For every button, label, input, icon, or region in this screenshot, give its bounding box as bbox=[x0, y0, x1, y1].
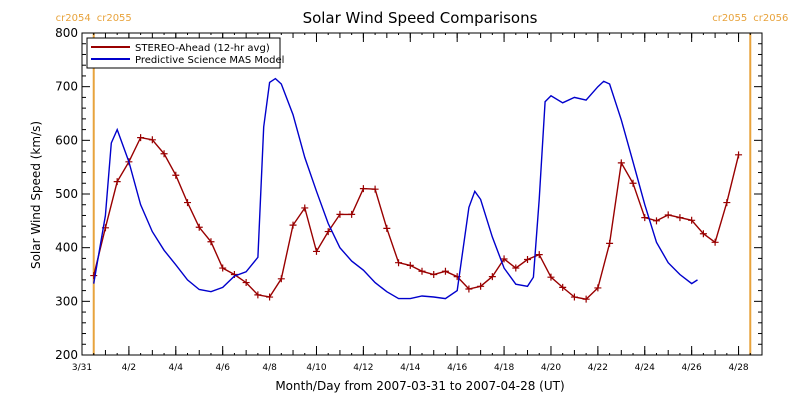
series-point-0 bbox=[359, 185, 367, 193]
series-point-0 bbox=[312, 247, 320, 255]
x-tick-label: 4/6 bbox=[215, 363, 230, 373]
chart-title: Solar Wind Speed Comparisons bbox=[303, 9, 538, 27]
x-tick-label: 4/10 bbox=[306, 363, 326, 373]
series-point-0 bbox=[277, 275, 285, 283]
series-point-0 bbox=[266, 293, 274, 301]
legend: STEREO-Ahead (12-hr avg)Predictive Scien… bbox=[86, 37, 284, 69]
series-line-0 bbox=[93, 136, 740, 300]
rotation-label-left: cr2054 bbox=[56, 13, 91, 24]
rotation-label-left: cr2055 bbox=[712, 13, 747, 24]
x-tick-label: 4/24 bbox=[635, 363, 655, 373]
y-axis: 200 300 400 500 600 700 800 bbox=[55, 26, 762, 362]
series-point-0 bbox=[160, 150, 168, 158]
x-tick-label: 4/8 bbox=[262, 363, 277, 373]
series-point-0 bbox=[629, 179, 637, 187]
series-point-0 bbox=[289, 221, 297, 229]
y-tick-label: 400 bbox=[55, 241, 78, 255]
series-point-0 bbox=[594, 284, 602, 292]
series-point-0 bbox=[219, 264, 227, 272]
y-tick-label: 300 bbox=[55, 294, 78, 308]
y-tick-label: 800 bbox=[55, 26, 78, 40]
x-tick-label: 4/22 bbox=[588, 363, 608, 373]
x-tick-label: 4/2 bbox=[122, 363, 136, 373]
series-point-0 bbox=[711, 238, 719, 246]
x-tick-label: 4/14 bbox=[400, 363, 420, 373]
x-axis-label: Month/Day from 2007-03-31 to 2007-04-28 … bbox=[275, 379, 564, 393]
series-point-0 bbox=[524, 255, 532, 263]
legend-label-1: Predictive Science MAS Model bbox=[135, 55, 284, 66]
series-point-0 bbox=[570, 293, 578, 301]
y-axis-label: Solar Wind Speed (km/s) bbox=[29, 121, 43, 269]
legend-label-0: STEREO-Ahead (12-hr avg) bbox=[135, 43, 270, 54]
series-point-0 bbox=[148, 136, 156, 144]
series-point-0 bbox=[559, 283, 567, 291]
series-point-0 bbox=[301, 204, 309, 212]
series-point-0 bbox=[195, 223, 203, 231]
y-tick-label: 500 bbox=[55, 187, 78, 201]
series-point-0 bbox=[418, 267, 426, 275]
series-point-0 bbox=[348, 210, 356, 218]
y-tick-label: 700 bbox=[55, 80, 78, 94]
series-point-0 bbox=[735, 151, 743, 159]
series-point-0 bbox=[137, 134, 145, 142]
series-point-0 bbox=[430, 271, 438, 278]
series-point-0 bbox=[90, 272, 98, 280]
series-point-0 bbox=[406, 261, 414, 269]
series-point-0 bbox=[535, 251, 543, 259]
series-line-1 bbox=[93, 77, 698, 300]
series-point-0 bbox=[512, 264, 520, 272]
series-point-0 bbox=[641, 214, 649, 222]
series-point-0 bbox=[500, 255, 508, 263]
series-point-0 bbox=[113, 178, 121, 186]
series-point-0 bbox=[582, 295, 590, 303]
x-tick-label: 4/28 bbox=[728, 363, 748, 373]
series-point-0 bbox=[383, 224, 391, 232]
series-point-0 bbox=[477, 282, 485, 290]
series-point-0 bbox=[547, 273, 555, 281]
rotation-label-right: cr2055 bbox=[97, 13, 132, 24]
series-point-0 bbox=[488, 273, 496, 281]
y-tick-label: 200 bbox=[55, 348, 78, 362]
x-tick-label: 4/16 bbox=[447, 363, 467, 373]
series-point-0 bbox=[172, 171, 180, 179]
series-point-0 bbox=[242, 279, 250, 287]
series-point-0 bbox=[606, 239, 614, 247]
x-tick-label: 4/12 bbox=[353, 363, 373, 373]
series-layer bbox=[90, 77, 743, 303]
rotation-label-right: cr2056 bbox=[753, 13, 788, 24]
series-point-0 bbox=[465, 285, 473, 293]
series-point-0 bbox=[395, 259, 403, 267]
series-point-0 bbox=[371, 185, 379, 193]
series-point-0 bbox=[207, 238, 215, 246]
y-tick-label: 600 bbox=[55, 133, 78, 147]
series-point-0 bbox=[652, 217, 660, 225]
series-point-0 bbox=[441, 267, 449, 275]
series-point-0 bbox=[723, 199, 731, 207]
series-point-0 bbox=[676, 214, 684, 222]
x-tick-label: 3/31 bbox=[72, 363, 92, 373]
series-point-0 bbox=[336, 210, 344, 218]
series-point-0 bbox=[688, 216, 696, 224]
x-tick-label: 4/4 bbox=[169, 363, 184, 373]
series-point-0 bbox=[617, 159, 625, 167]
x-tick-label: 4/18 bbox=[494, 363, 514, 373]
series-point-0 bbox=[664, 211, 672, 219]
carrington-markers: cr2054 cr2055 cr2055 cr2056 bbox=[56, 13, 788, 355]
legend-box bbox=[86, 37, 281, 69]
x-tick-label: 4/26 bbox=[682, 363, 702, 373]
series-point-0 bbox=[324, 228, 332, 236]
x-axis: 3/31 4/2 4/4 4/6 4/8 4/10 4/12 4/14 4/16 4/18 4/20… bbox=[72, 33, 763, 373]
series-point-0 bbox=[699, 230, 707, 238]
x-tick-label: 4/20 bbox=[541, 363, 561, 373]
series-point-0 bbox=[184, 199, 192, 207]
series-point-0 bbox=[254, 291, 262, 299]
